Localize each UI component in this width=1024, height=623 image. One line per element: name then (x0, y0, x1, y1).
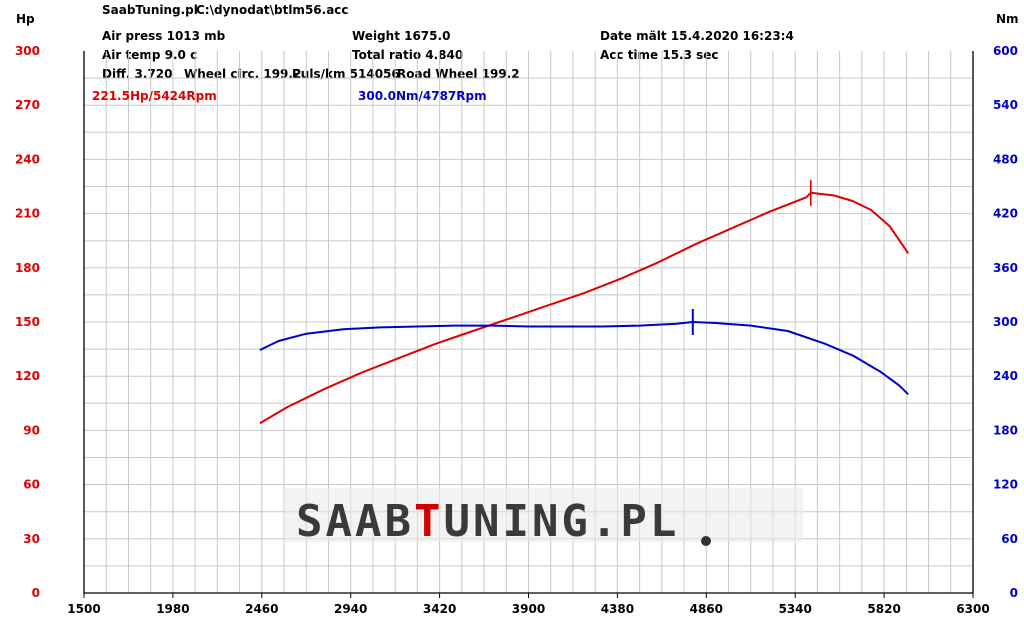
right-tick-label: 360 (993, 261, 1018, 275)
left-tick-label: 150 (15, 315, 40, 329)
x-tick-label: 1980 (156, 602, 189, 616)
puls-km: Puls/km 514056 (292, 67, 400, 81)
right-tick-label: 480 (993, 152, 1018, 166)
series (259, 179, 910, 425)
left-tick-label: 270 (15, 98, 40, 112)
x-tick-label: 6300 (956, 602, 989, 616)
date-measured: Date mält 15.4.2020 16:23:4 (600, 29, 794, 43)
series-line-hp (259, 191, 910, 425)
right-tick-label: 240 (993, 369, 1018, 383)
x-tick-label: 5340 (778, 602, 811, 616)
right-tick-label: 180 (993, 423, 1018, 437)
grid (84, 51, 973, 593)
left-tick-label: 300 (15, 44, 40, 58)
app-name: SaabTuning.pl (102, 3, 198, 17)
left-tick-label: 180 (15, 261, 40, 275)
left-axis-label: Hp (16, 12, 35, 26)
left-tick-label: 120 (15, 369, 40, 383)
left-tick-label: 240 (15, 152, 40, 166)
x-tick-label: 4860 (690, 602, 723, 616)
right-tick-label: 120 (993, 478, 1018, 492)
air-temp: Air temp 9.0 c (102, 48, 197, 62)
total-ratio: Total ratio 4.840 (352, 48, 463, 62)
x-tick-label: 5820 (867, 602, 900, 616)
x-tick-label: 3900 (512, 602, 545, 616)
right-tick-label: 300 (993, 315, 1018, 329)
right-tick-label: 0 (1010, 586, 1018, 600)
wheel-circ: Wheel circ. 199.2 (184, 67, 301, 81)
road-wheel: Road Wheel 199.2 (397, 67, 520, 81)
air-press: Air press 1013 mb (102, 29, 226, 43)
diff: Diff. 3.720 (102, 67, 173, 81)
weight: Weight 1675.0 (352, 29, 450, 43)
tick-labels: 1500 1980 2460 2940 3420 3900 4380 4860 5340 5820… (15, 44, 1018, 616)
right-tick-label: 420 (993, 207, 1018, 221)
peak-nm-label: 300.0Nm/4787Rpm (358, 89, 487, 103)
right-tick-label: 540 (993, 98, 1018, 112)
left-tick-label: 210 (15, 207, 40, 221)
series-line-nm (259, 321, 909, 396)
x-tick-label: 2940 (334, 602, 367, 616)
x-tick-label: 4380 (601, 602, 634, 616)
acc-time: Acc time 15.3 sec (600, 48, 719, 62)
x-tick-label: 3420 (423, 602, 456, 616)
right-tick-label: 600 (993, 44, 1018, 58)
file-path: C:\dynodat\btlm56.acc (196, 3, 349, 17)
saabtuning-logo: SAABTUNING.PL (285, 488, 803, 547)
peak-hp-label: 221.5Hp/5424Rpm (92, 89, 217, 103)
left-tick-label: 90 (23, 423, 40, 437)
plot-frame (83, 51, 974, 594)
left-tick-label: 30 (23, 532, 40, 546)
right-axis-label: Nm (996, 12, 1019, 26)
x-tick-label: 1500 (67, 602, 100, 616)
x-tick-label: 2460 (245, 602, 278, 616)
left-tick-label: 60 (23, 478, 40, 492)
right-tick-label: 60 (1001, 532, 1018, 546)
left-tick-label: 0 (32, 586, 40, 600)
svg-text:SAABTUNING.PL: SAABTUNING.PL (296, 496, 679, 547)
